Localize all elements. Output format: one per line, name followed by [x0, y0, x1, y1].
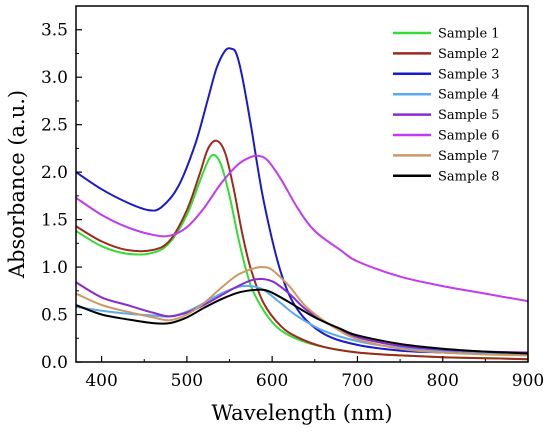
legend-label: Sample 5 [438, 108, 500, 123]
legend: Sample 1 Sample 2 Sample 3 Sample 4 Sample 5… [393, 27, 500, 184]
series-line-6 [76, 154, 528, 303]
y-tick-label: 3.0 [41, 68, 68, 88]
y-tick-label: 1.5 [41, 211, 68, 231]
x-tick-label: 500 [171, 371, 203, 391]
y-tick-label: 0.0 [41, 353, 68, 373]
legend-item: Sample 5 [393, 108, 500, 123]
legend-label: Sample 3 [438, 67, 500, 82]
legend-item: Sample 4 [393, 88, 500, 103]
legend-item: Sample 8 [393, 169, 500, 184]
series-line-3 [76, 47, 528, 356]
series-line-8 [76, 288, 528, 355]
legend-label: Sample 7 [438, 149, 500, 164]
legend-item: Sample 1 [393, 27, 500, 42]
legend-label: Sample 1 [438, 27, 500, 42]
x-tick-label: 700 [341, 371, 373, 391]
y-tick-label: 3.5 [41, 21, 68, 41]
series-lines-layer [76, 47, 528, 361]
legend-label: Sample 6 [438, 129, 500, 144]
series-line-5 [76, 278, 528, 354]
legend-label: Sample 2 [438, 47, 500, 62]
legend-item: Sample 6 [393, 129, 500, 144]
y-axis-title: Absorbance (a.u.) [5, 90, 29, 279]
series-line-4 [76, 284, 528, 355]
x-axis-title: Wavelength (nm) [211, 401, 392, 425]
legend-label: Sample 8 [438, 169, 500, 184]
y-tick-label: 1.0 [41, 258, 68, 278]
x-tick-label: 900 [512, 371, 544, 391]
legend-item: Sample 2 [393, 47, 500, 62]
series-line-2 [76, 139, 528, 361]
y-tick-label: 0.5 [41, 306, 68, 326]
series-line-1 [76, 153, 528, 361]
x-tick-label: 800 [426, 371, 458, 391]
axis-ticks-layer: 400 500 600 700 800 900 0.0 0.5 1.0 1.5 2.0 2.5 3.0 3… [41, 21, 544, 391]
x-tick-label: 400 [85, 371, 117, 391]
y-tick-label: 2.0 [41, 163, 68, 183]
legend-item: Sample 3 [393, 67, 500, 82]
series-line-7 [76, 265, 528, 357]
legend-label: Sample 4 [438, 88, 500, 103]
legend-item: Sample 7 [393, 149, 500, 164]
plot-frame [75, 5, 529, 363]
x-tick-label: 600 [256, 371, 288, 391]
y-tick-label: 2.5 [41, 116, 68, 136]
